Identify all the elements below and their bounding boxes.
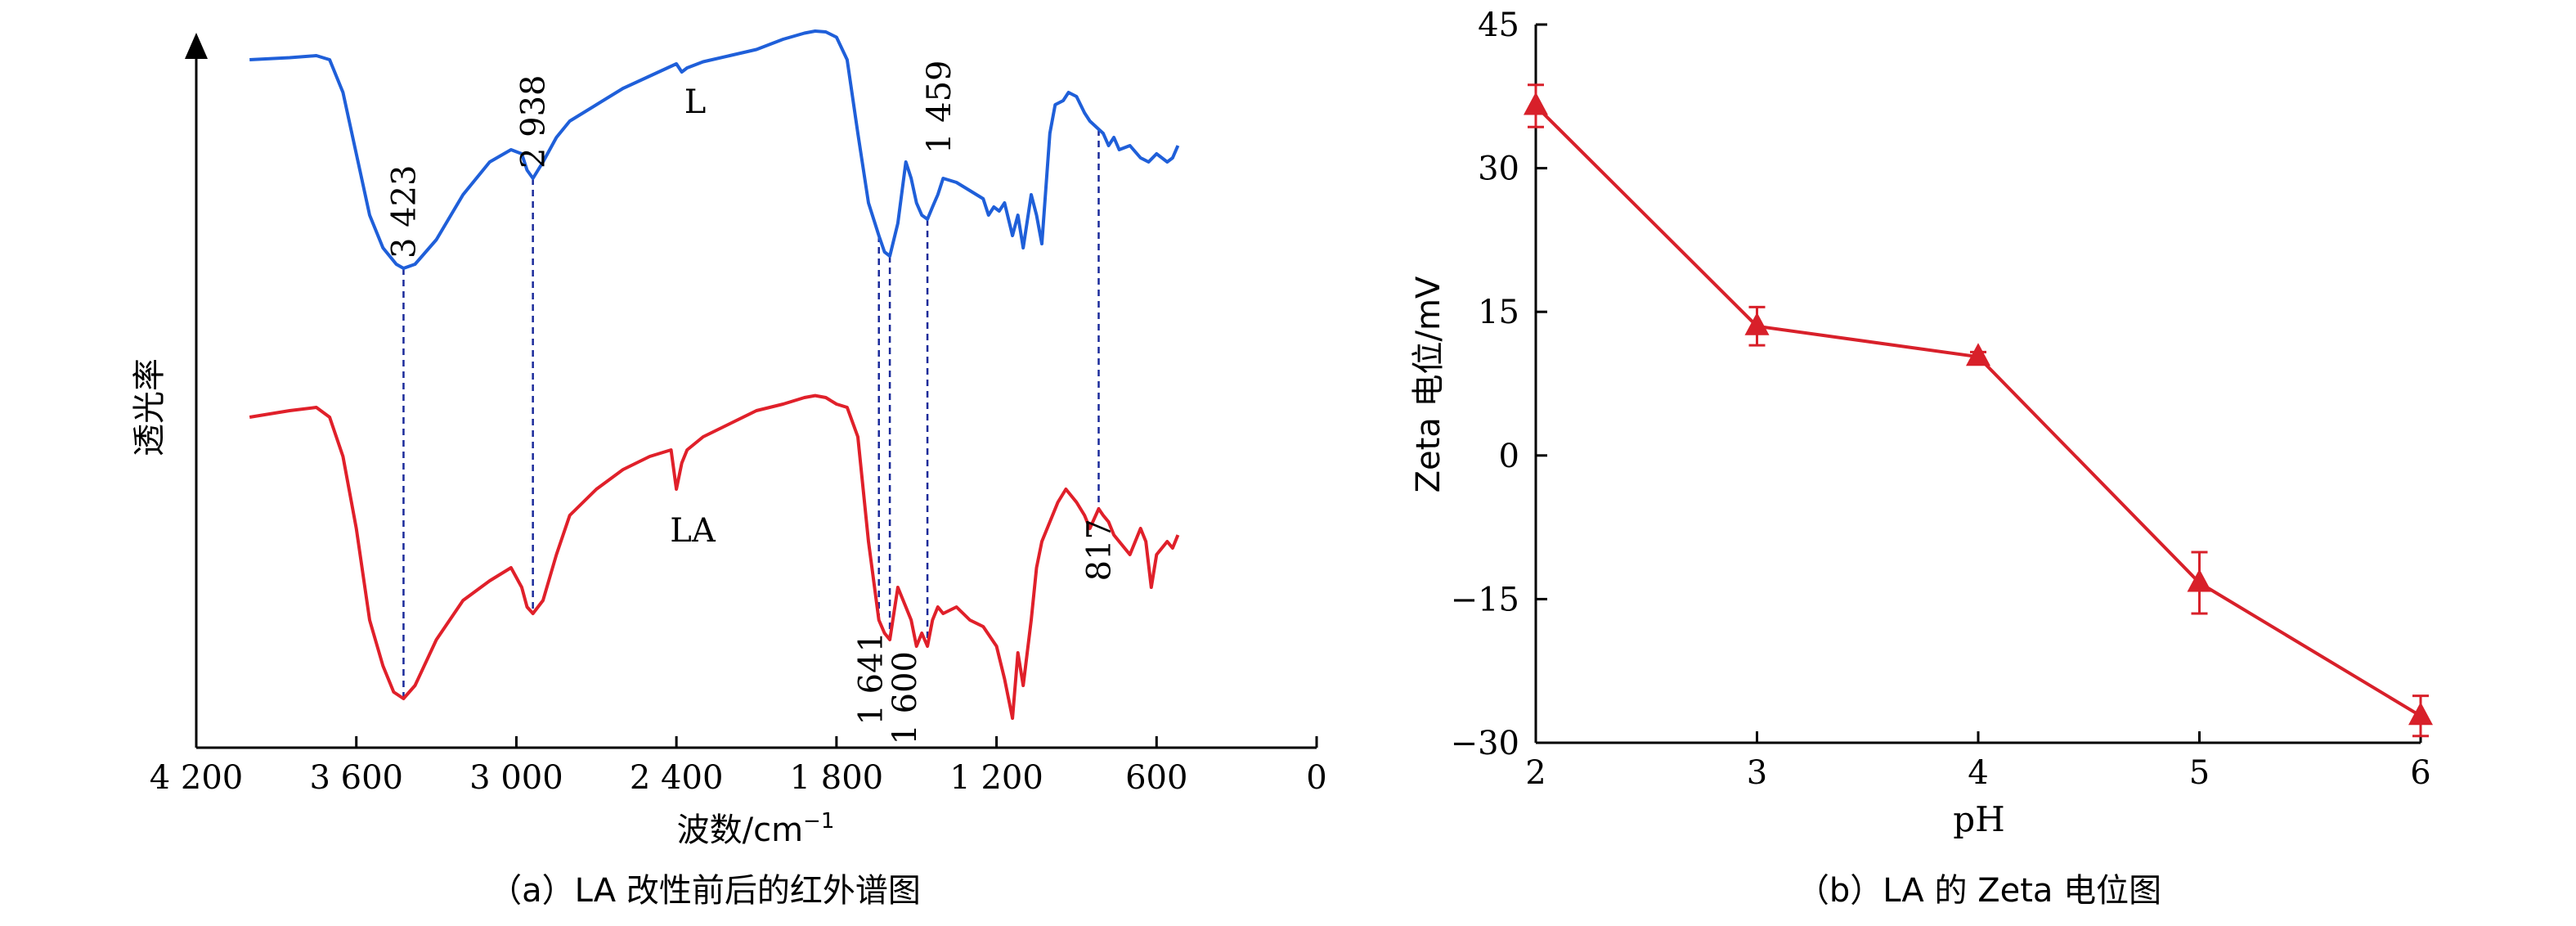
ir-series-la-line [249, 393, 1180, 720]
ir-x-ticks: 4 200 3 600 3 000 2 400 1 800 1 200 600 0 [150, 736, 1327, 797]
zeta-y-tick-label: −15 [1451, 581, 1519, 618]
ir-spectrum-panel: 4 200 3 600 3 000 2 400 1 800 1 200 600 0 3 423… [131, 29, 1327, 910]
ir-x-axis-label: 波数/cm−1 [677, 809, 835, 849]
ir-peak-label: 1 459 [921, 60, 958, 154]
zeta-x-tick-label: 2 [1525, 754, 1546, 792]
curve-label-la: LA [670, 512, 716, 550]
ir-peak-label: 817 [1081, 519, 1119, 581]
ir-x-axis-label-sup: −1 [803, 809, 834, 834]
zeta-y-axis-label: Zeta 电位/mV [1410, 276, 1447, 492]
zeta-y-tick-label: 0 [1499, 438, 1519, 475]
zeta-point-marker [1744, 312, 1770, 335]
zeta-point-marker [1966, 343, 1990, 366]
ir-x-tick-label: 4 200 [150, 759, 244, 797]
ir-x-tick-label: 1 200 [949, 759, 1043, 797]
zeta-x-axis-label: pH [1953, 799, 2005, 839]
ir-y-axis-label: 透光率 [131, 358, 168, 456]
curve-label-l: L [684, 83, 707, 121]
ir-caption: （a）LA 改性前后的红外谱图 [489, 872, 921, 910]
zeta-point-marker [1524, 92, 1548, 115]
ir-x-axis-label-main: 波数/cm [677, 811, 803, 849]
zeta-x-tick-label: 5 [2189, 754, 2210, 792]
ir-x-tick-label: 3 600 [309, 759, 403, 797]
zeta-point-marker [2187, 569, 2212, 592]
ir-x-tick-label: 0 [1306, 759, 1326, 797]
zeta-x-tick-label: 6 [2410, 754, 2430, 792]
ir-peak-label: 2 938 [515, 74, 553, 169]
zeta-y-tick-label: −30 [1451, 725, 1519, 762]
ir-peak-label: 3 423 [385, 164, 423, 258]
zeta-x-tick-label: 4 [1968, 754, 1988, 792]
zeta-y-tick-label: 45 [1478, 7, 1519, 44]
ir-series [249, 29, 1180, 720]
zeta-line [1534, 105, 2422, 717]
zeta-y-tick-label: 15 [1478, 294, 1519, 331]
zeta-caption: （b）LA 的 Zeta 电位图 [1797, 872, 2161, 910]
ir-x-tick-label: 2 400 [630, 759, 724, 797]
ir-reference-lines [402, 129, 1100, 699]
ir-y-axis-arrow [185, 33, 208, 59]
zeta-point-marker [2408, 702, 2433, 726]
zeta-x-tick-label: 3 [1747, 754, 1767, 792]
ir-x-tick-label: 600 [1125, 759, 1187, 797]
ir-peak-label: 1 641 [853, 632, 891, 726]
ir-x-tick-label: 1 800 [790, 759, 884, 797]
ir-peak-label: 1 600 [886, 651, 924, 745]
ir-series-l-line [249, 29, 1180, 270]
zeta-series [1524, 83, 2433, 738]
zeta-y-tick-label: 30 [1478, 151, 1519, 188]
ir-x-tick-label: 3 000 [469, 759, 563, 797]
